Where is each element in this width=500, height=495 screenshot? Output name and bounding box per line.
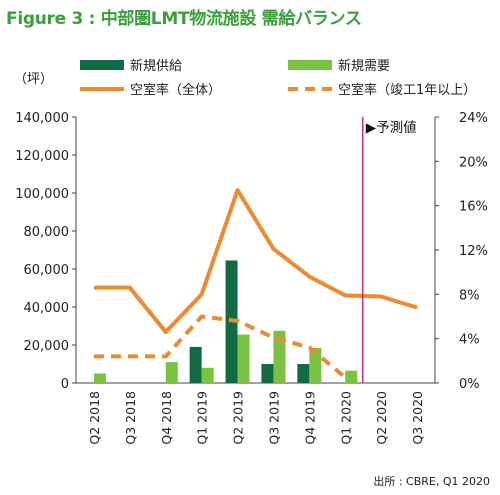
- bar-demand: [273, 330, 286, 383]
- right-tick-label: 0%: [459, 377, 480, 392]
- right-tick-label: 20%: [459, 155, 488, 170]
- x-tick-label: Q2 2020: [374, 391, 389, 445]
- bar-demand: [309, 347, 322, 383]
- x-tick-label: Q3 2018: [123, 391, 138, 445]
- left-tick-label: 120,000: [15, 149, 69, 164]
- line-vacancy-total: [93, 188, 418, 335]
- right-tick-label: 12%: [459, 244, 488, 259]
- left-tick-label: 140,000: [15, 111, 69, 126]
- legend-label-vacancy-1yr: 空室率（竣工1年以上）: [338, 82, 476, 98]
- bar-demand: [93, 373, 106, 383]
- x-tick-label: Q4 2018: [159, 391, 174, 445]
- x-tick-label: Q3 2019: [266, 391, 281, 445]
- bar-demand: [165, 362, 178, 383]
- legend-swatch-demand: [288, 60, 332, 70]
- bar-demand: [237, 334, 250, 383]
- x-tick-label: Q4 2019: [302, 391, 317, 445]
- bar-supply: [189, 346, 202, 383]
- left-tick-label: 20,000: [24, 339, 70, 354]
- bar-supply: [261, 364, 274, 383]
- right-tick-label: 8%: [459, 288, 480, 303]
- legend-label-vacancy-total: 空室率（全体）: [130, 82, 221, 98]
- bar-supply: [297, 364, 310, 383]
- bar-demand: [201, 367, 214, 383]
- line-vacancy-1yr: [93, 314, 347, 379]
- left-tick-label: 60,000: [24, 263, 70, 278]
- x-tick-label: Q1 2019: [195, 391, 210, 445]
- left-tick-label: 80,000: [24, 225, 70, 240]
- left-axis-unit: （坪）: [14, 72, 53, 87]
- bar-demand: [345, 370, 358, 383]
- x-tick-label: Q1 2020: [338, 391, 353, 445]
- forecast-annotation: ▶予測値: [366, 120, 417, 136]
- chart-title: Figure 3 : 中部圏LMT物流施設 需給バランス: [6, 9, 362, 29]
- left-tick-label: 0: [61, 377, 69, 392]
- legend-label-demand: 新規需要: [338, 58, 390, 74]
- legend-label-supply: 新規供給: [130, 58, 182, 74]
- x-tick-label: Q2 2018: [87, 391, 102, 445]
- source-note: 出所 : CBRE, Q1 2020: [373, 475, 490, 488]
- right-tick-label: 4%: [459, 333, 480, 348]
- right-tick-label: 16%: [459, 200, 488, 215]
- left-tick-label: 100,000: [15, 187, 69, 202]
- legend-swatch-supply: [80, 60, 124, 70]
- x-tick-label: Q2 2019: [231, 391, 246, 445]
- left-tick-label: 40,000: [24, 301, 70, 316]
- x-tick-label: Q3 2020: [410, 391, 425, 445]
- right-tick-label: 24%: [459, 111, 488, 126]
